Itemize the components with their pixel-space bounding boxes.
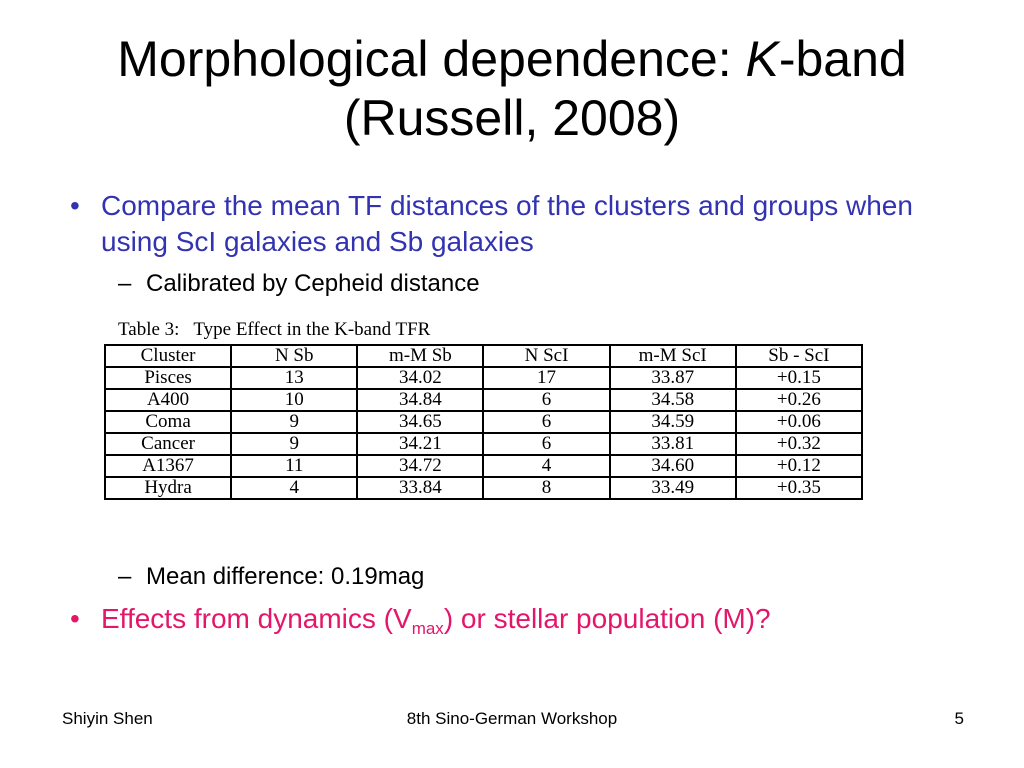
table-cell: 33.49 (608, 476, 737, 500)
table-cell: 34.84 (356, 388, 485, 412)
table-cell: Coma (103, 410, 233, 434)
table-body: Pisces 13 34.02 17 33.87 +0.15 A400 10 3… (103, 366, 864, 500)
title-line-1: Morphological dependence: K-band (40, 30, 984, 89)
sub-bullet-mean-difference-text: Mean difference: 0.19mag (146, 563, 425, 590)
header-m-m-sci: m-M ScI (608, 344, 737, 368)
bullet-effects: • Effects from dynamics (Vmax) or stella… (70, 601, 970, 637)
bullet-effects-suffix: ) or stellar population (M)? (443, 603, 771, 634)
table-cell: 10 (230, 388, 359, 412)
footer-author: Shiyin Shen (62, 709, 153, 728)
table-caption: Table 3: Type Effect in the K-band TFR (118, 319, 431, 340)
table-cell: A1367 (103, 454, 233, 478)
table-cell: A400 (103, 388, 233, 412)
table-row: Cancer 9 34.21 6 33.81 +0.32 (103, 432, 864, 456)
table-cell: +0.26 (734, 388, 864, 412)
table-cell: 6 (482, 410, 611, 434)
table-cell: 6 (482, 432, 611, 456)
table-cell: +0.32 (734, 432, 864, 456)
header-sb-minus-sci: Sb - ScI (734, 344, 864, 368)
table-cell: 34.60 (608, 454, 737, 478)
sub-bullet-mean-difference: – Mean difference: 0.19mag (118, 562, 918, 592)
bullet-compare: • Compare the mean TF distances of the c… (70, 188, 930, 260)
table-row: Pisces 13 34.02 17 33.87 +0.15 (103, 366, 864, 390)
table-cell: 34.58 (608, 388, 737, 412)
table-cell: Pisces (103, 366, 233, 390)
table-cell: 4 (230, 476, 359, 500)
sub-bullet-calibrated-text: Calibrated by Cepheid distance (146, 270, 480, 297)
table-cell: Cancer (103, 432, 233, 456)
sub-bullet-mark: – (118, 270, 132, 297)
table-cell: 34.59 (608, 410, 737, 434)
table-row: Hydra 4 33.84 8 33.49 +0.35 (103, 476, 864, 500)
bullet-effects-subscript: max (411, 619, 444, 638)
table-cell: 9 (230, 410, 359, 434)
header-cluster: Cluster (103, 344, 233, 368)
table-cell: +0.15 (734, 366, 864, 390)
table-cell: 34.72 (356, 454, 485, 478)
table-cell: 34.21 (356, 432, 485, 456)
table-row: Coma 9 34.65 6 34.59 +0.06 (103, 410, 864, 434)
table-cell: +0.06 (734, 410, 864, 434)
table-cell: 4 (482, 454, 611, 478)
table-row: A400 10 34.84 6 34.58 +0.26 (103, 388, 864, 412)
table-cell: 33.87 (608, 366, 737, 390)
table-cell: +0.35 (734, 476, 864, 500)
table-cell: +0.12 (734, 454, 864, 478)
header-m-m-sb: m-M Sb (356, 344, 485, 368)
table-head: Cluster N Sb m-M Sb N ScI m-M ScI Sb - S… (103, 344, 864, 368)
bullet-compare-text: Compare the mean TF distances of the clu… (101, 190, 913, 257)
bullet-effects-prefix: Effects from dynamics (V (101, 603, 412, 634)
bullet-mark: • (70, 603, 80, 634)
title-line-2: (Russell, 2008) (343, 90, 681, 146)
table-cell: 17 (482, 366, 611, 390)
slide-title: Morphological dependence: K-band (Russel… (40, 30, 984, 148)
table-cell: 34.02 (356, 366, 485, 390)
title-line-1-suffix: -band (778, 31, 907, 87)
table-cell: 9 (230, 432, 359, 456)
footer-page-number: 5 (954, 709, 964, 728)
title-line-1-prefix: Morphological dependence: (117, 31, 746, 87)
header-n-sci: N ScI (482, 344, 611, 368)
table-cell: 33.81 (608, 432, 737, 456)
table-cell: 13 (230, 366, 359, 390)
sub-bullet-mark: – (118, 563, 132, 590)
table-header-row: Cluster N Sb m-M Sb N ScI m-M ScI Sb - S… (103, 344, 864, 368)
bullet-effects-text: Effects from dynamics (Vmax) or stellar … (101, 601, 970, 637)
sub-bullet-calibrated: – Calibrated by Cepheid distance (118, 269, 918, 299)
table-cell: 11 (230, 454, 359, 478)
table-cell: 34.65 (356, 410, 485, 434)
bullet-mark: • (70, 190, 80, 221)
title-line-1-italic: K (745, 31, 779, 87)
table-cell: 8 (482, 476, 611, 500)
table-cell: 33.84 (356, 476, 485, 500)
table-cell: Hydra (103, 476, 233, 500)
table-row: A1367 11 34.72 4 34.60 +0.12 (103, 454, 864, 478)
table-cell: 6 (482, 388, 611, 412)
type-effect-table: Cluster N Sb m-M Sb N ScI m-M ScI Sb - S… (103, 344, 864, 500)
footer-event: 8th Sino-German Workshop (406, 709, 618, 728)
header-n-sb: N Sb (230, 344, 359, 368)
